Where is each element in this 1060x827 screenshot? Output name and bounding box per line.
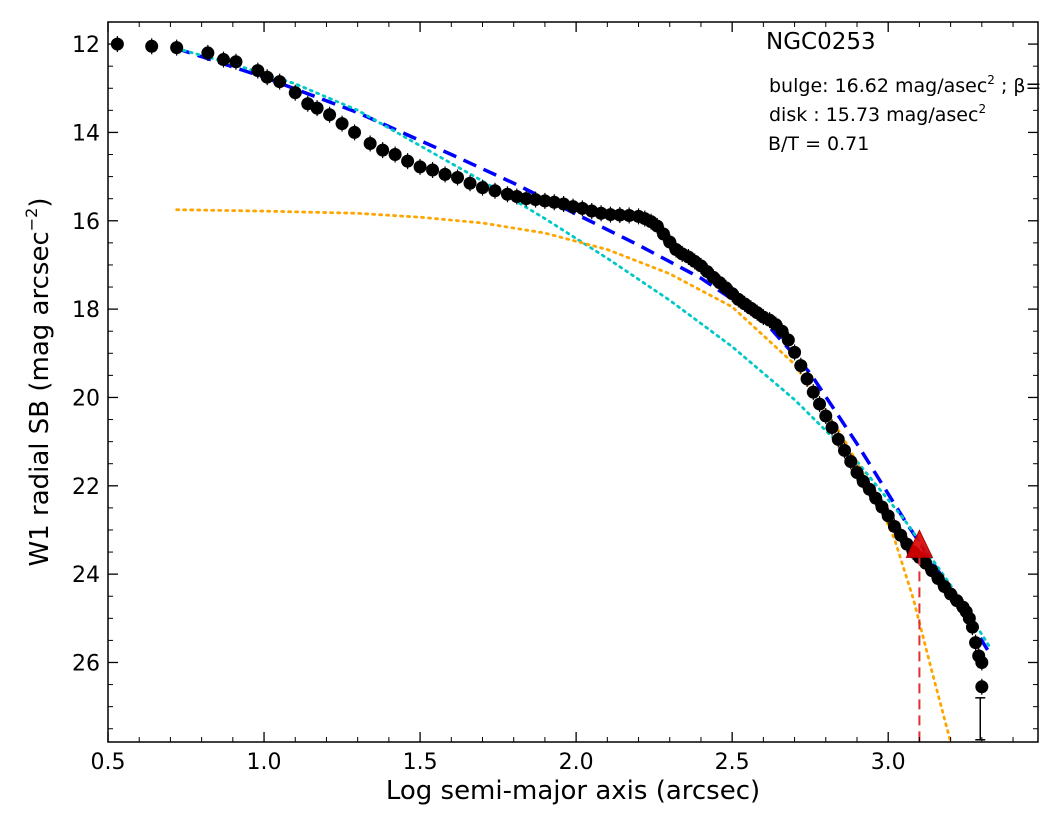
data-point [781, 333, 795, 347]
data-point [376, 143, 390, 157]
y-axis-title-exponent: −2 [22, 208, 41, 232]
data-point [348, 125, 362, 139]
data-point [794, 359, 808, 373]
model-curve-3 [175, 208, 952, 742]
galaxy-name: NGC0253 [766, 29, 876, 55]
data-point [622, 208, 636, 222]
data-point [413, 160, 427, 174]
data-point [401, 154, 415, 168]
data-point [806, 385, 820, 399]
data-point [965, 620, 979, 634]
data-point [831, 432, 845, 446]
data-point [844, 455, 858, 469]
y-axis-title: W1 radial SB (mag arcsec−2) [22, 198, 55, 567]
data-point [519, 192, 533, 206]
data-point [825, 420, 839, 434]
data-point [463, 176, 477, 190]
x-tick-label: 3.0 [871, 750, 906, 775]
x-tick-label: 1.5 [403, 750, 438, 775]
data-point [145, 39, 159, 53]
data-point [969, 636, 983, 650]
data-points [110, 36, 989, 741]
data-point [251, 64, 265, 78]
data-point [838, 443, 852, 457]
model-curves [175, 46, 993, 742]
data-point [323, 108, 337, 122]
data-point [363, 136, 377, 150]
y-tick-label: 18 [72, 298, 100, 323]
y-tick-label: 20 [72, 386, 100, 411]
data-point [488, 184, 502, 198]
bt-annotation: B/T = 0.71 [768, 133, 869, 155]
data-point [229, 55, 243, 69]
data-point [260, 70, 274, 84]
data-point [426, 163, 440, 177]
data-point [975, 680, 989, 694]
data-point [288, 86, 302, 100]
data-point [475, 181, 489, 195]
data-point [438, 167, 452, 181]
y-tick-label: 22 [72, 475, 100, 500]
data-point [201, 46, 215, 60]
data-point [451, 170, 465, 184]
y-tick-label: 14 [72, 121, 100, 146]
y-tick-label: 24 [72, 563, 100, 588]
y-tick-label: 12 [72, 33, 100, 58]
data-point [170, 41, 184, 55]
x-tick-label: 2.0 [559, 750, 594, 775]
data-point [800, 372, 814, 386]
x-tick-label: 0.5 [91, 750, 126, 775]
data-point [788, 345, 802, 359]
x-axis-title: Log semi-major axis (arcsec) [386, 776, 760, 806]
data-point [819, 409, 833, 423]
x-tick-label: 1.0 [247, 750, 282, 775]
data-point [603, 208, 617, 222]
data-point [273, 75, 287, 89]
data-point [310, 101, 324, 115]
y-tick-label: 26 [72, 651, 100, 676]
model-curve-2 [175, 47, 993, 651]
axis-ticks: 0.5 1.0 1.5 2.0 2.5 3.0 12 14 16 18 20 22 24 26 [72, 21, 1038, 775]
plot-frame [107, 21, 1039, 743]
break-triangle [905, 529, 934, 558]
disk-annotation: disk : 15.73 mag/asec2 [769, 102, 986, 126]
data-point [216, 53, 230, 67]
data-point [613, 208, 627, 222]
y-tick-label: 16 [72, 210, 100, 235]
bulge-annotation: bulge: 16.62 mag/asec2 ; β= [769, 73, 1041, 97]
data-point [975, 655, 989, 669]
break-marker [905, 529, 934, 742]
data-point [881, 509, 895, 523]
data-point [335, 117, 349, 131]
x-tick-label: 2.5 [715, 750, 750, 775]
data-point [813, 397, 827, 411]
data-point [388, 148, 402, 162]
